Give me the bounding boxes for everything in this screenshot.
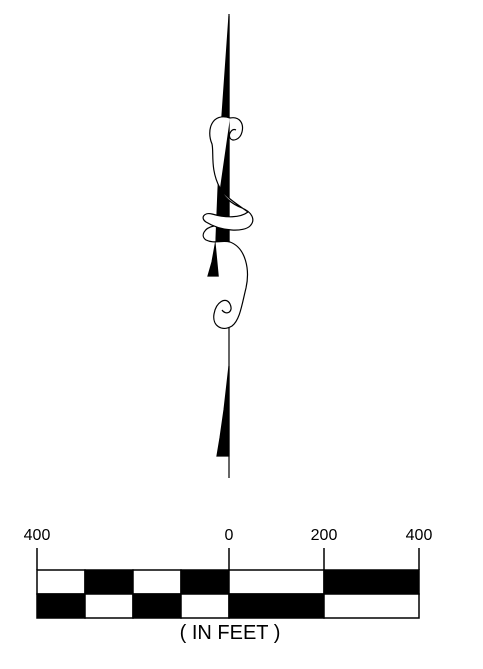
scale-unit-label: ( IN FEET ) [179, 622, 281, 644]
north-arrow-lower-blade [216, 365, 230, 457]
north-arrow-upper-scroll [202, 116, 254, 231]
scale-label-left-400: 400 [23, 527, 51, 544]
north-arrow-upper-curl [228, 117, 244, 141]
scale-label-zero: 0 [224, 527, 234, 544]
scale-label-right-400: 400 [405, 527, 433, 544]
north-arrow-lower-scroll [202, 225, 249, 329]
scale-label-200: 200 [310, 527, 338, 544]
